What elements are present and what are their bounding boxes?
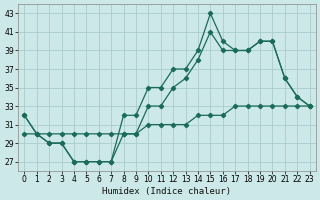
X-axis label: Humidex (Indice chaleur): Humidex (Indice chaleur) <box>102 187 231 196</box>
